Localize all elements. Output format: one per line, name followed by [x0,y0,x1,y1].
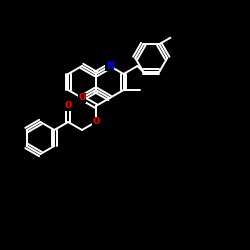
Text: N: N [106,61,114,71]
Text: O: O [78,94,86,102]
Text: O: O [65,102,72,110]
Text: O: O [92,118,99,126]
